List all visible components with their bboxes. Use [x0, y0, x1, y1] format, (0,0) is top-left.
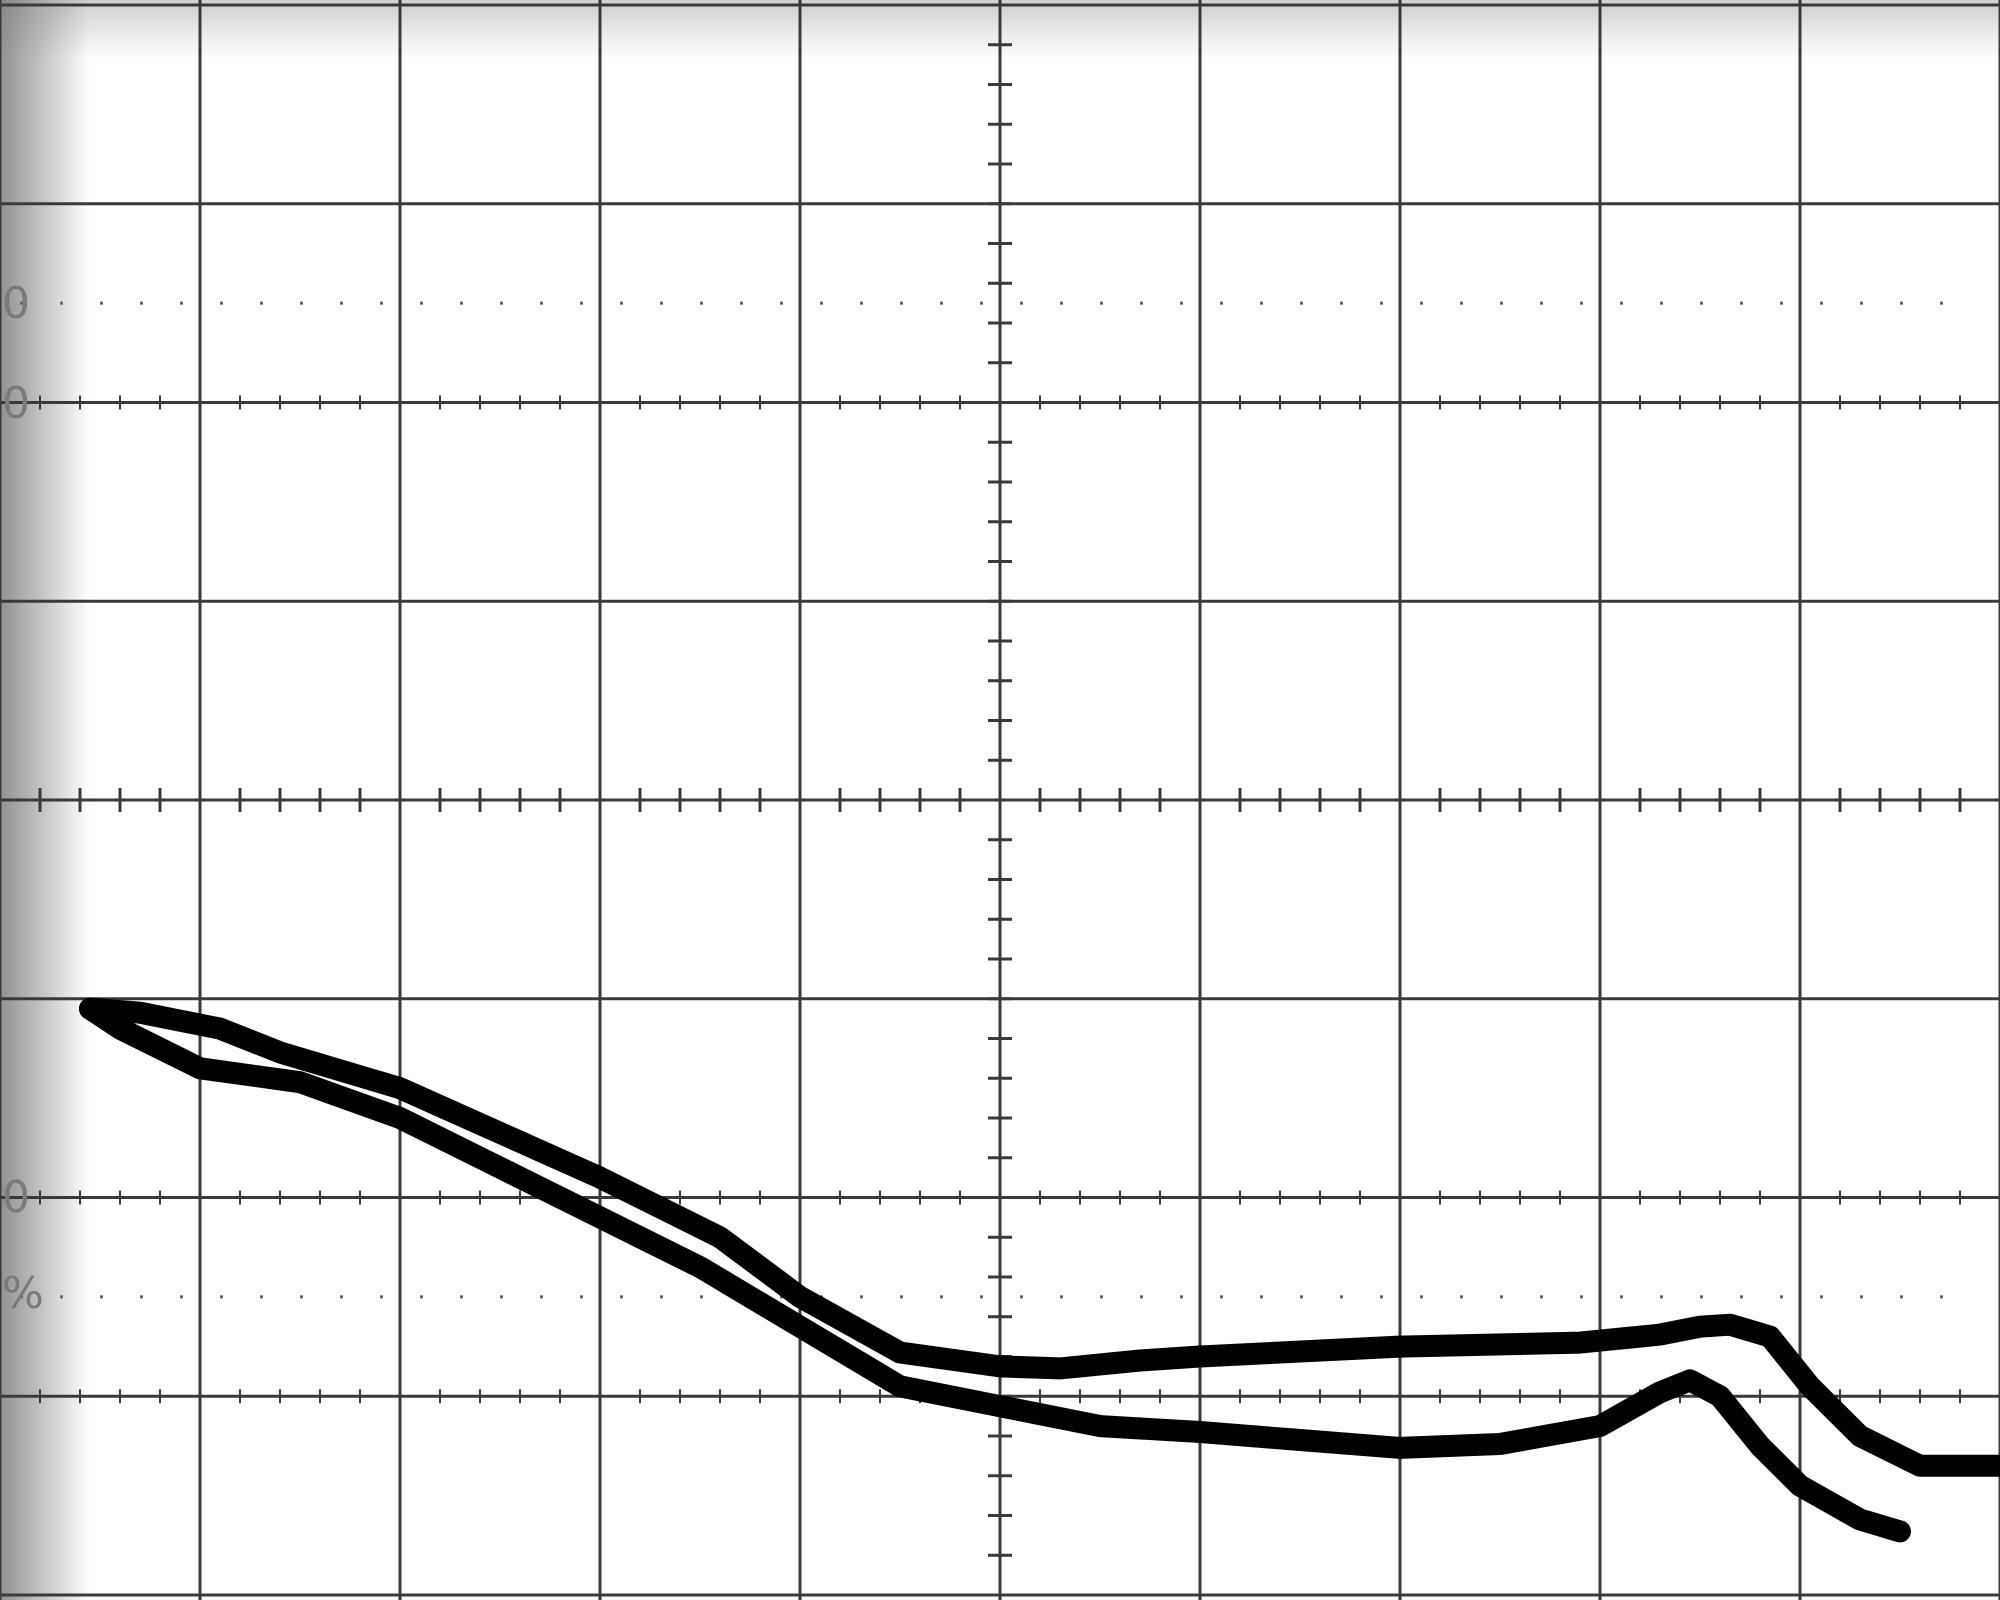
edge-label-percent: %: [2, 1268, 44, 1319]
trace-line-1: [79, 997, 2000, 1477]
waveform-traces: [79, 997, 2000, 1543]
edge-label-upper-zero-2: 0: [2, 378, 30, 429]
edge-label-lower-zero: 0: [2, 1172, 30, 1223]
trace-line-2: [79, 997, 1911, 1543]
edge-label-upper-zero: 0: [2, 278, 30, 329]
